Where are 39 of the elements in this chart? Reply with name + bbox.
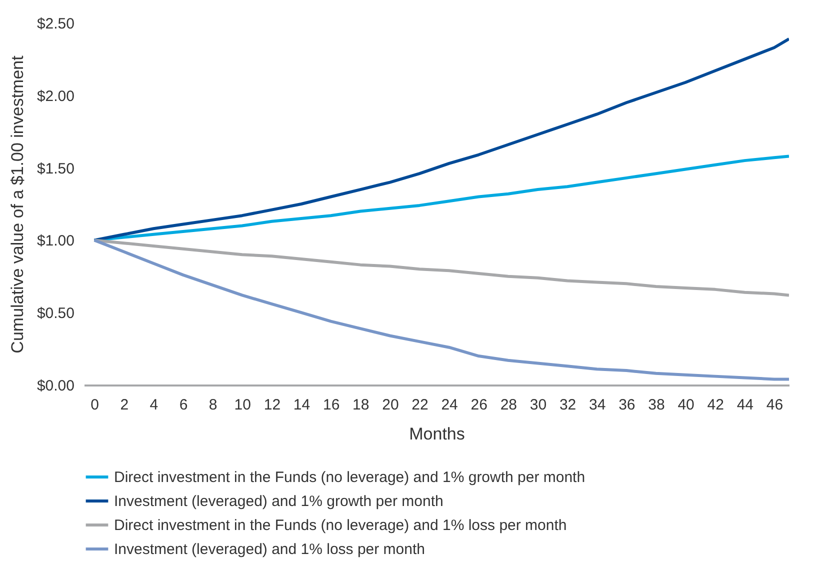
legend-label: Investment (leveraged) and 1% loss per month — [114, 541, 425, 558]
x-axis-title: Months — [409, 424, 465, 444]
y-tick-label: $2.50 — [36, 16, 74, 32]
y-tick-label: $1.50 — [36, 160, 74, 178]
x-tick-label: 40 — [678, 396, 694, 414]
x-tick-label: 30 — [530, 396, 547, 414]
x-tick-label: 18 — [352, 396, 370, 414]
x-tick-label: 26 — [470, 396, 488, 414]
y-tick-label: $0.50 — [36, 305, 74, 322]
y-tick-label: $2.00 — [36, 88, 74, 105]
x-tick-label: 4 — [150, 396, 158, 414]
x-tick-label: 16 — [322, 396, 340, 414]
legend-label: Direct investment in the Funds (no leverage) and 1% growth per month — [114, 469, 586, 486]
x-tick-label: 22 — [412, 396, 428, 414]
x-tick-label: 32 — [559, 396, 576, 414]
x-tick-label: 12 — [264, 396, 281, 414]
x-tick-label: 0 — [90, 396, 100, 414]
x-tick-label: 38 — [648, 396, 665, 414]
x-tick-label: 46 — [766, 396, 784, 414]
y-tick-label: $0.00 — [36, 378, 74, 394]
x-tick-label: 10 — [234, 396, 251, 414]
line-series — [92, 238, 789, 297]
x-tick-label: 24 — [441, 396, 458, 414]
x-tick-label: 34 — [589, 396, 606, 414]
line-series — [92, 238, 789, 381]
x-tick-label: 20 — [382, 396, 399, 414]
x-tick-label: 8 — [208, 396, 218, 414]
legend-label: Investment (leveraged) and 1% growth per month — [114, 493, 444, 510]
x-tick-label: 42 — [707, 396, 724, 414]
y-tick-label: $1.00 — [36, 232, 74, 250]
x-tick-label: 36 — [618, 396, 636, 414]
x-tick-label: 44 — [736, 396, 754, 414]
x-tick-label: 28 — [500, 396, 518, 414]
y-axis-title: Cumulative value of a $1.00 investment — [8, 55, 27, 354]
x-tick-label: 2 — [120, 396, 129, 414]
legend-label: Direct investment in the Funds (no leverage) and 1% loss per month — [114, 517, 567, 534]
x-tick-label: 14 — [293, 396, 310, 414]
x-tick-label: 6 — [179, 396, 188, 414]
line-series — [92, 37, 789, 242]
